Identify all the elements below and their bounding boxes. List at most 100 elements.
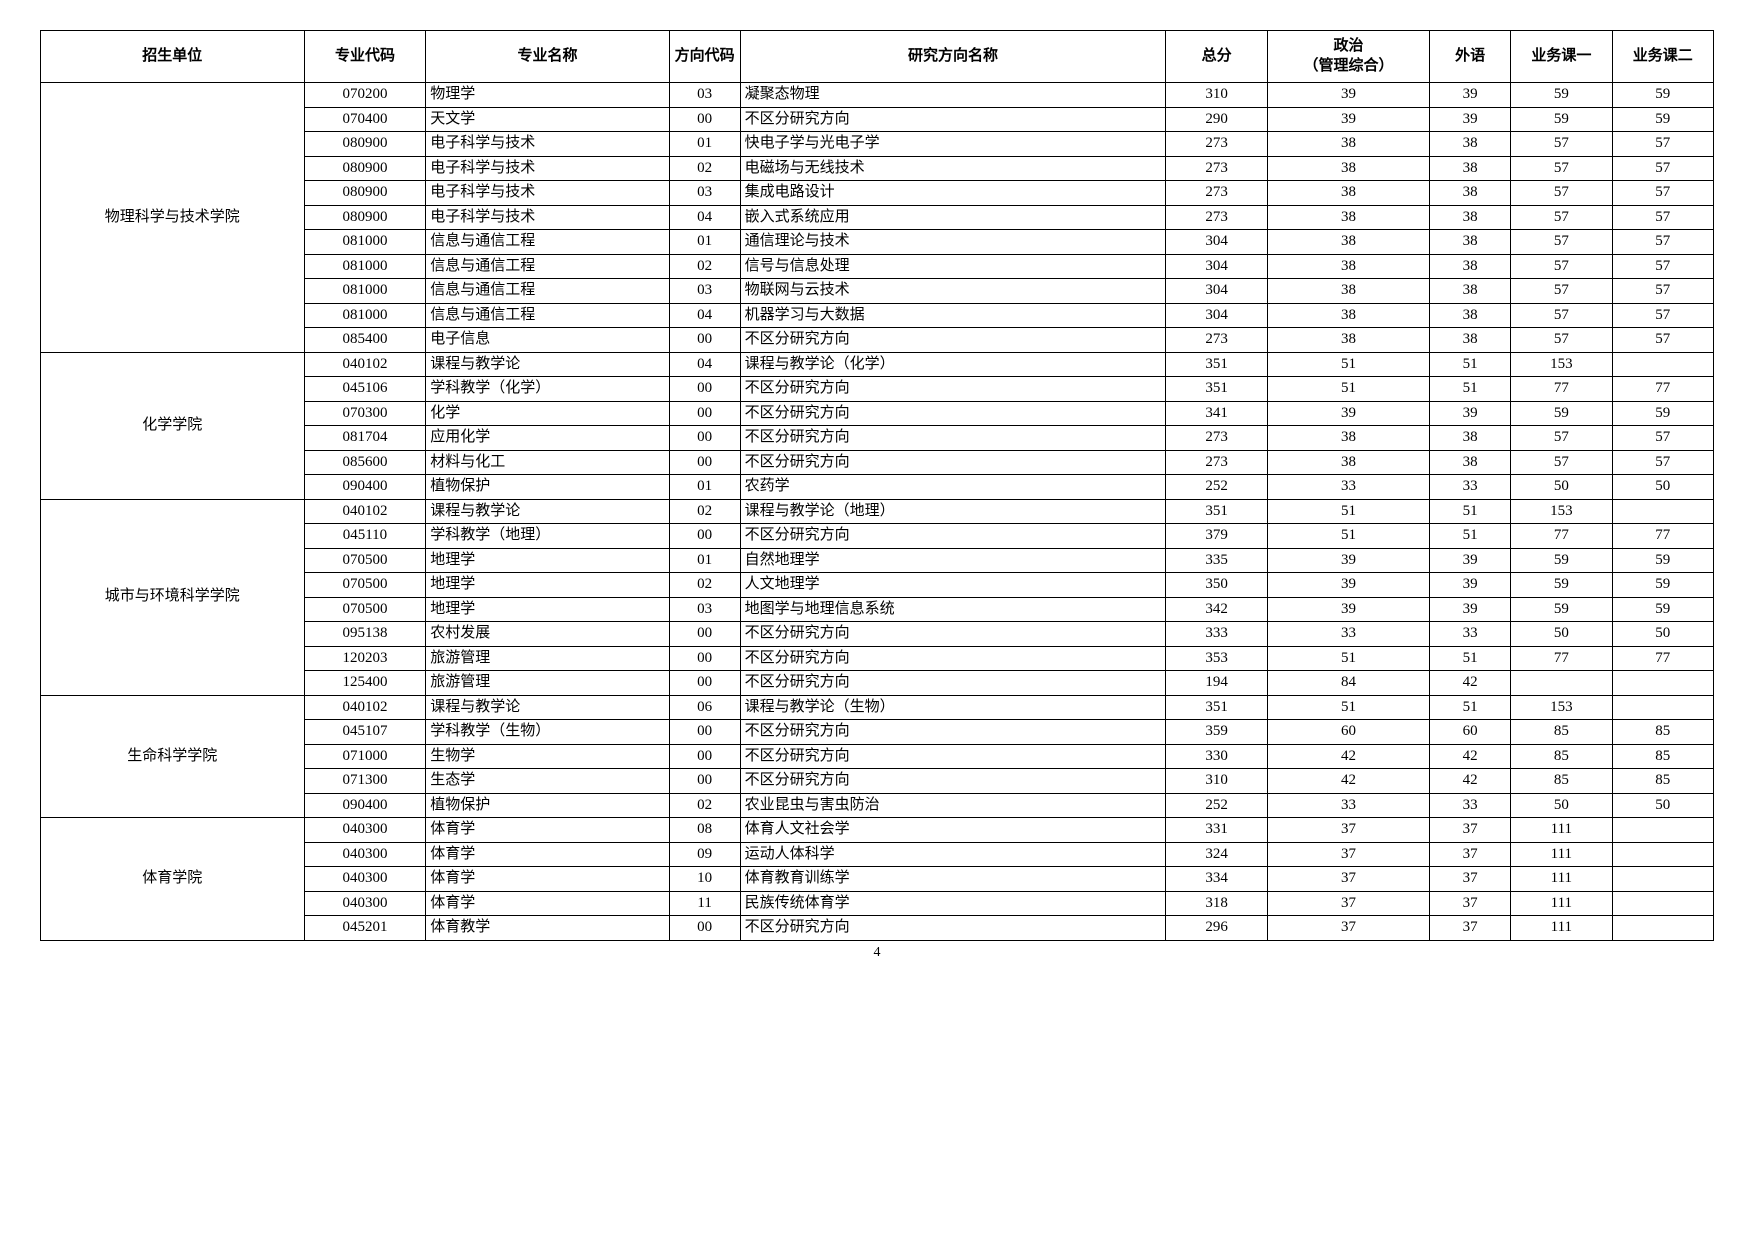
direction-name-cell: 不区分研究方向: [740, 401, 1166, 426]
subject2-score-cell: 77: [1612, 524, 1713, 549]
total-score-cell: 310: [1166, 83, 1267, 108]
direction-code-cell: 00: [669, 524, 740, 549]
subject2-score-cell: 59: [1612, 401, 1713, 426]
major-cell: 植物保护: [426, 793, 669, 818]
subject1-score-cell: 77: [1511, 377, 1612, 402]
subject2-score-cell: 59: [1612, 548, 1713, 573]
total-score-cell: 273: [1166, 328, 1267, 353]
politics-score-cell: 38: [1267, 450, 1429, 475]
direction-code-cell: 01: [669, 230, 740, 255]
direction-name-cell: 物联网与云技术: [740, 279, 1166, 304]
direction-name-cell: 运动人体科学: [740, 842, 1166, 867]
subject1-score-cell: 57: [1511, 328, 1612, 353]
score-table: 招生单位 专业代码 专业名称 方向代码 研究方向名称 总分 政治 （管理综合） …: [40, 30, 1714, 941]
total-score-cell: 350: [1166, 573, 1267, 598]
direction-code-cell: 04: [669, 352, 740, 377]
major-cell: 化学: [426, 401, 669, 426]
subject2-score-cell: 57: [1612, 132, 1713, 157]
subject2-score-cell: 50: [1612, 793, 1713, 818]
foreign-score-cell: 37: [1430, 818, 1511, 843]
subject2-score-cell: 77: [1612, 646, 1713, 671]
direction-name-cell: 自然地理学: [740, 548, 1166, 573]
foreign-score-cell: 39: [1430, 597, 1511, 622]
direction-name-cell: 不区分研究方向: [740, 671, 1166, 696]
politics-score-cell: 84: [1267, 671, 1429, 696]
subject1-score-cell: 59: [1511, 548, 1612, 573]
subject1-score-cell: 111: [1511, 916, 1612, 941]
politics-score-cell: 39: [1267, 548, 1429, 573]
direction-code-cell: 00: [669, 328, 740, 353]
politics-score-cell: 39: [1267, 573, 1429, 598]
subject1-score-cell: 85: [1511, 744, 1612, 769]
major-cell: 信息与通信工程: [426, 303, 669, 328]
politics-score-cell: 37: [1267, 842, 1429, 867]
direction-name-cell: 不区分研究方向: [740, 720, 1166, 745]
politics-score-cell: 39: [1267, 597, 1429, 622]
total-score-cell: 331: [1166, 818, 1267, 843]
politics-score-cell: 42: [1267, 769, 1429, 794]
subject1-score-cell: 111: [1511, 818, 1612, 843]
subject1-score-cell: 50: [1511, 622, 1612, 647]
politics-score-cell: 38: [1267, 156, 1429, 181]
subject2-score-cell: [1612, 867, 1713, 892]
direction-name-cell: 不区分研究方向: [740, 622, 1166, 647]
subject1-score-cell: 57: [1511, 303, 1612, 328]
code-cell: 090400: [304, 793, 426, 818]
politics-score-cell: 51: [1267, 377, 1429, 402]
subject2-score-cell: 59: [1612, 573, 1713, 598]
subject1-score-cell: 111: [1511, 842, 1612, 867]
foreign-score-cell: 38: [1430, 450, 1511, 475]
direction-name-cell: 农药学: [740, 475, 1166, 500]
subject1-score-cell: 50: [1511, 793, 1612, 818]
unit-cell: 物理科学与技术学院: [41, 83, 305, 353]
code-cell: 040102: [304, 695, 426, 720]
table-body: 物理科学与技术学院070200物理学03凝聚态物理310393959590704…: [41, 83, 1714, 941]
subject2-score-cell: 57: [1612, 254, 1713, 279]
foreign-score-cell: 37: [1430, 891, 1511, 916]
total-score-cell: 273: [1166, 205, 1267, 230]
major-cell: 体育学: [426, 842, 669, 867]
foreign-score-cell: 42: [1430, 744, 1511, 769]
subject1-score-cell: 59: [1511, 597, 1612, 622]
foreign-score-cell: 51: [1430, 646, 1511, 671]
politics-score-cell: 51: [1267, 695, 1429, 720]
politics-score-cell: 51: [1267, 499, 1429, 524]
foreign-score-cell: 38: [1430, 205, 1511, 230]
total-score-cell: 273: [1166, 426, 1267, 451]
code-cell: 080900: [304, 132, 426, 157]
direction-name-cell: 凝聚态物理: [740, 83, 1166, 108]
direction-name-cell: 机器学习与大数据: [740, 303, 1166, 328]
direction-name-cell: 不区分研究方向: [740, 426, 1166, 451]
subject2-score-cell: [1612, 891, 1713, 916]
direction-code-cell: 11: [669, 891, 740, 916]
direction-code-cell: 00: [669, 646, 740, 671]
total-score-cell: 296: [1166, 916, 1267, 941]
direction-code-cell: 00: [669, 671, 740, 696]
major-cell: 电子科学与技术: [426, 205, 669, 230]
foreign-score-cell: 51: [1430, 377, 1511, 402]
subject1-score-cell: 153: [1511, 352, 1612, 377]
code-cell: 070400: [304, 107, 426, 132]
foreign-score-cell: 38: [1430, 279, 1511, 304]
subject2-score-cell: 50: [1612, 622, 1713, 647]
total-score-cell: 273: [1166, 132, 1267, 157]
direction-code-cell: 01: [669, 132, 740, 157]
major-cell: 地理学: [426, 548, 669, 573]
direction-code-cell: 08: [669, 818, 740, 843]
foreign-score-cell: 38: [1430, 230, 1511, 255]
code-cell: 081000: [304, 230, 426, 255]
total-score-cell: 341: [1166, 401, 1267, 426]
politics-score-cell: 51: [1267, 352, 1429, 377]
subject1-score-cell: 77: [1511, 646, 1612, 671]
total-score-cell: 334: [1166, 867, 1267, 892]
total-score-cell: 333: [1166, 622, 1267, 647]
direction-code-cell: 00: [669, 744, 740, 769]
subject2-score-cell: 59: [1612, 597, 1713, 622]
total-score-cell: 342: [1166, 597, 1267, 622]
total-score-cell: 304: [1166, 279, 1267, 304]
subject1-score-cell: 57: [1511, 450, 1612, 475]
politics-score-cell: 60: [1267, 720, 1429, 745]
code-cell: 070200: [304, 83, 426, 108]
subject1-score-cell: [1511, 671, 1612, 696]
direction-name-cell: 快电子学与光电子学: [740, 132, 1166, 157]
